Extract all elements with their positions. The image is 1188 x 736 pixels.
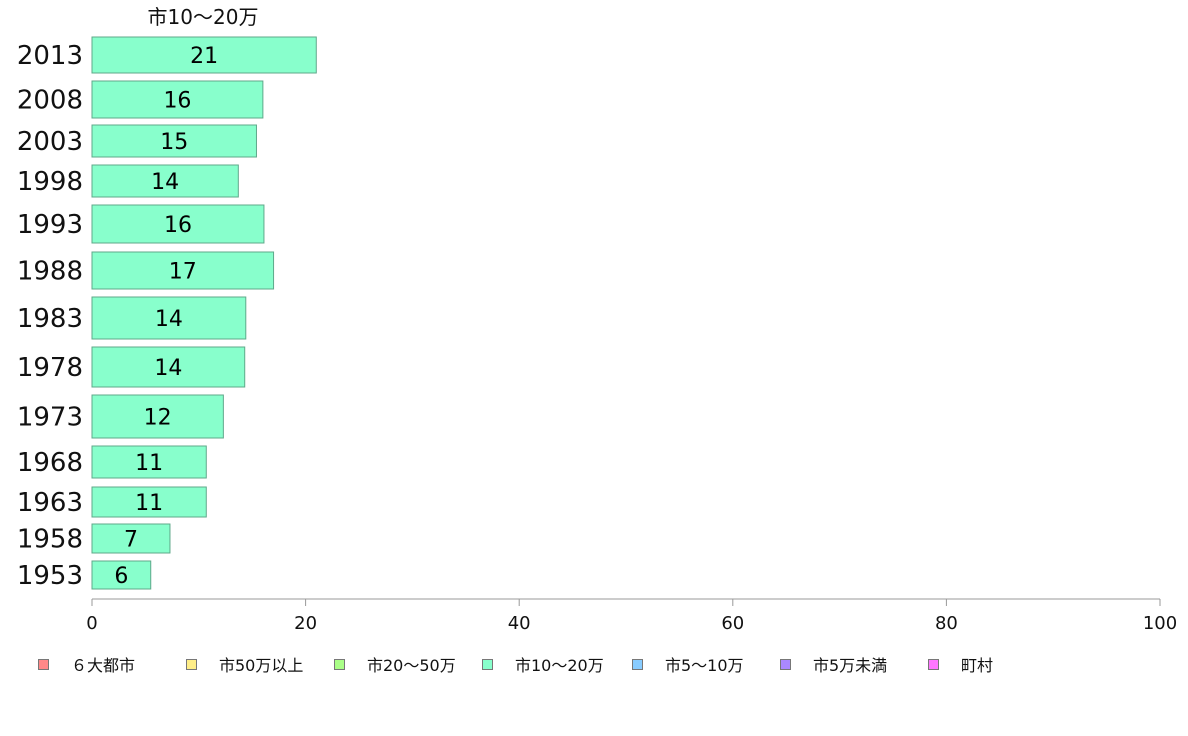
legend-swatch [928,658,939,670]
data-label: 12 [144,406,172,431]
category-label: 1978 [17,353,83,383]
x-tick-label: 60 [721,613,744,634]
legend-label: ６大都市 [71,656,136,675]
legend-swatch [632,658,643,670]
bar-1998 [91,164,239,198]
data-label: 16 [164,213,192,238]
category-label: 1958 [17,525,83,555]
legend-item: 市50万以上 [186,652,303,676]
category-label: 1998 [17,167,83,197]
bar-1953 [91,560,152,590]
bar-1983 [91,296,247,340]
category-label: 2008 [17,86,83,116]
category-label: 1963 [17,488,83,518]
data-label: 16 [163,89,191,114]
legend-swatch [38,658,49,670]
data-label: 11 [135,451,163,476]
legend-item: 市20〜50万 [334,652,456,676]
bar-1973 [91,394,224,439]
legend-item: 町村 [928,652,993,676]
legend-item: 市5〜10万 [632,652,744,676]
bar-1993 [91,204,265,244]
legend-label: 市5〜10万 [665,656,744,675]
x-tick-label: 20 [294,613,317,634]
legend-swatch [334,658,345,670]
legend-label: 市50万以上 [219,656,304,675]
data-label: 14 [154,356,182,381]
category-label: 1983 [17,304,83,334]
legend-label: 市20〜50万 [367,656,456,675]
legend-item: 市5万未満 [780,652,887,676]
bar-1968 [91,445,207,479]
legend-label: 市10〜20万 [515,656,604,675]
bar-1988 [91,251,275,290]
data-label: 7 [124,528,138,553]
legend-swatch [780,658,791,670]
data-label: 11 [135,491,163,516]
legend-item: ６大都市 [38,652,135,676]
legend-label: 町村 [961,656,994,675]
data-label: 14 [155,307,183,332]
category-label: 2003 [17,127,83,157]
x-tick-label: 0 [86,613,97,634]
bar-1978 [91,346,246,388]
bar-1963 [91,486,207,518]
data-label: 21 [190,44,218,69]
bar-2013 [91,36,317,74]
bar-1958 [91,523,171,554]
x-tick-label: 40 [508,613,531,634]
category-label: 2013 [17,41,83,71]
category-label: 1993 [17,210,83,240]
legend-swatch [186,658,197,670]
x-tick-label: 100 [1143,613,1177,634]
data-label: 6 [114,564,128,589]
legend-label: 市5万未満 [813,656,888,675]
category-label: 1968 [17,448,83,478]
x-tick-label: 80 [935,613,958,634]
category-label: 1973 [17,403,83,433]
legend-item: 市10〜20万 [482,652,604,676]
category-label: 1988 [17,257,83,287]
legend-swatch [482,658,493,670]
category-label: 1953 [17,561,83,591]
data-label: 15 [160,130,188,155]
data-label: 17 [169,260,197,285]
bar-2008 [91,80,264,119]
chart-title: 市10〜20万 [148,5,259,29]
bar-2003 [91,124,257,158]
data-label: 14 [151,170,179,195]
